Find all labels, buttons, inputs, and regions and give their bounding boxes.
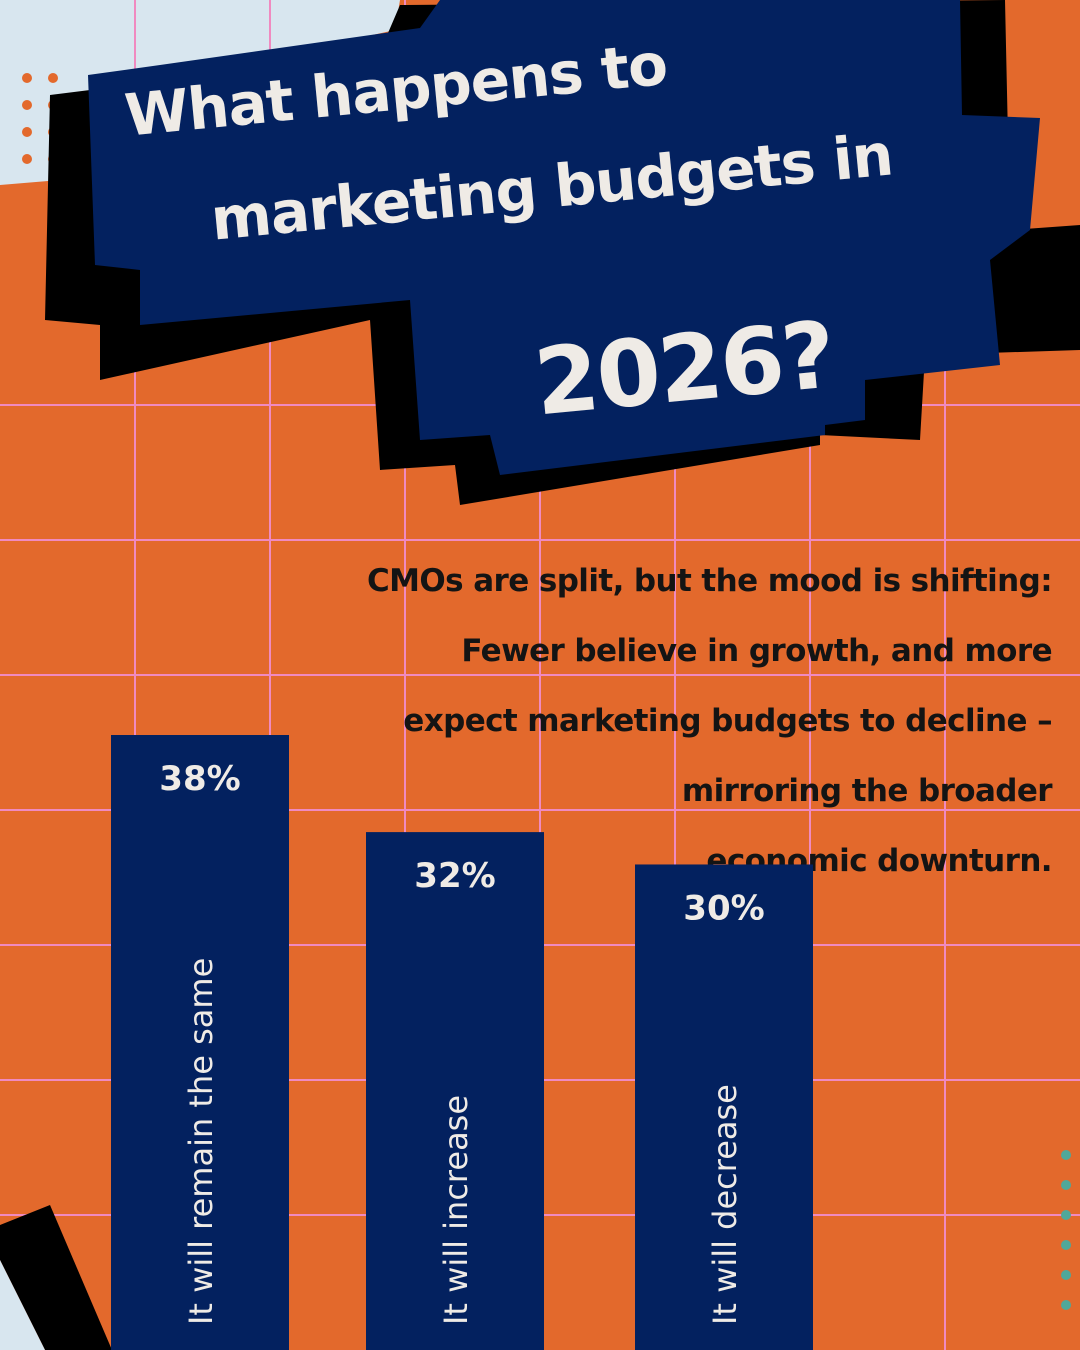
subtitle-line-4: mirroring the broader	[681, 773, 1053, 809]
dot	[1061, 1270, 1071, 1280]
dot	[1061, 1150, 1071, 1160]
bar	[366, 832, 544, 1350]
subtitle-text: CMOs are split, but the mood is shifting…	[272, 546, 1053, 896]
black-stripe	[0, 1205, 112, 1350]
bar-category-label: It will increase	[437, 1095, 475, 1325]
dot	[1061, 1210, 1071, 1220]
dots-pattern-right	[1061, 1150, 1071, 1310]
bar-category-label: It will decrease	[706, 1084, 744, 1325]
subtitle-line-1: CMOs are split, but the mood is shifting…	[367, 563, 1053, 599]
dot	[1061, 1180, 1071, 1190]
dot	[22, 73, 32, 83]
dot	[22, 154, 32, 164]
light-stripe	[0, 1260, 45, 1350]
bar	[635, 864, 813, 1350]
bottom-left-stripe	[0, 1205, 112, 1350]
dot	[1061, 1300, 1071, 1310]
bar-value-label: 30%	[683, 888, 764, 928]
bar-category-label: It will remain the same	[182, 958, 220, 1325]
subtitle-line-2: Fewer believe in growth, and more	[461, 633, 1052, 669]
title-panel-shape	[88, 0, 1040, 475]
dot	[48, 73, 58, 83]
bar-value-label: 38%	[159, 759, 240, 799]
subtitle-line-3: expect marketing budgets to decline –	[403, 703, 1052, 739]
bar-value-label: 32%	[414, 856, 495, 896]
dot	[1061, 1240, 1071, 1250]
bar	[111, 735, 289, 1350]
dot	[22, 100, 32, 110]
dot	[22, 127, 32, 137]
title-panel	[88, 0, 1040, 475]
